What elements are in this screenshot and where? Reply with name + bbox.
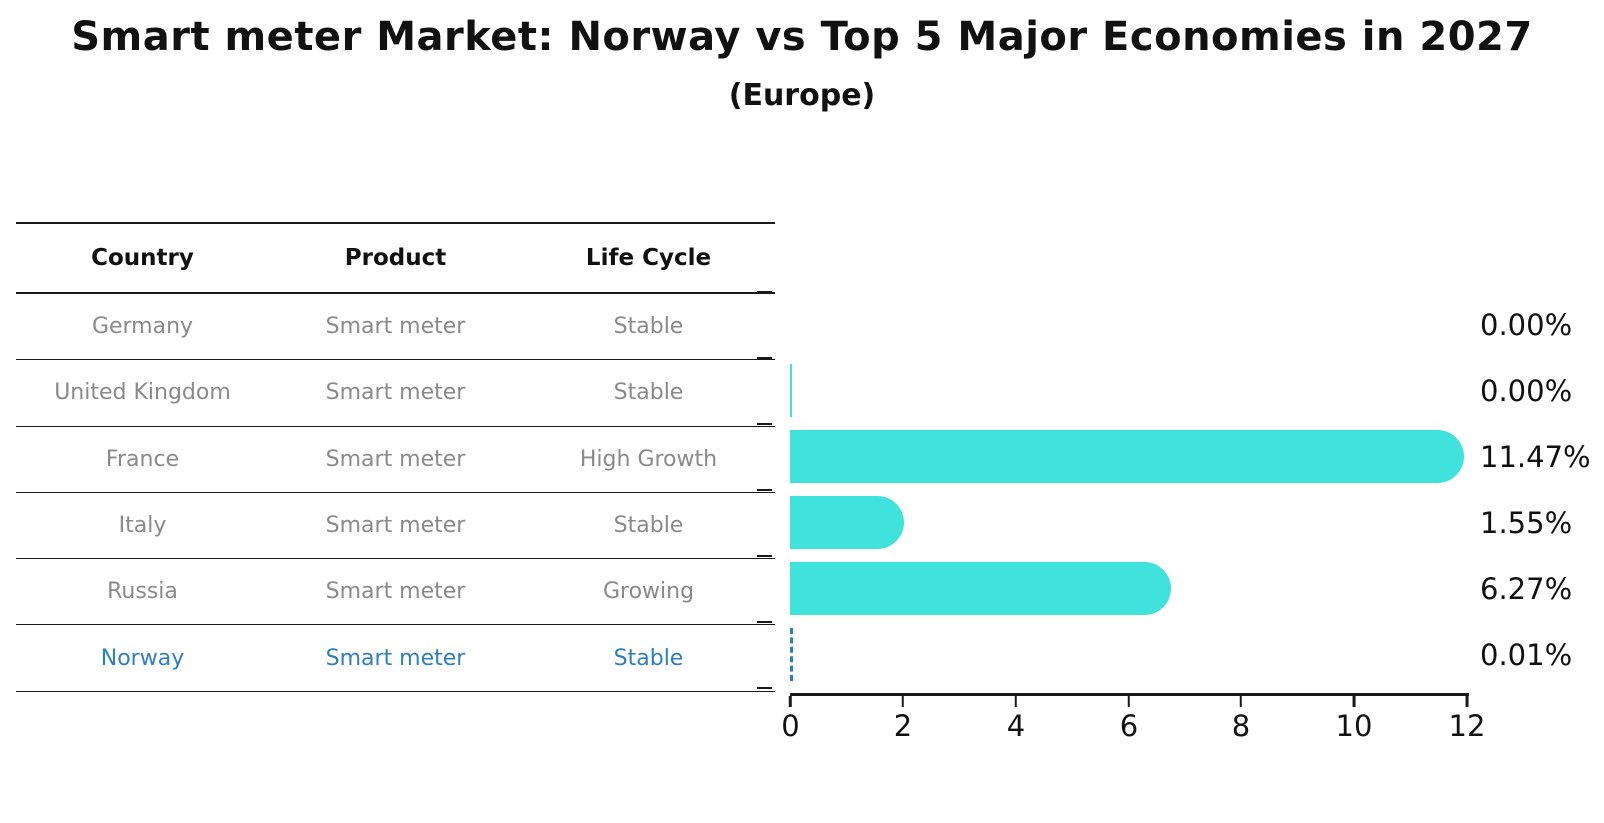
y-axis-tick — [757, 357, 772, 359]
cell-country: France — [105, 446, 180, 472]
tick-label: 6 — [1119, 709, 1139, 743]
table-row-united-kingdom: United Kingdom Smart meter Stable — [16, 360, 775, 427]
cell-country: Russia — [107, 579, 178, 605]
x-axis: 0 2 4 6 8 10 12 — [781, 696, 1485, 743]
bar-russia — [790, 562, 1171, 615]
col-header-lifecycle: Life Cycle — [585, 245, 712, 271]
x-axis-tick: 6 — [1120, 696, 1138, 743]
x-axis-tick: 12 — [1448, 696, 1486, 743]
bar-row — [790, 358, 1467, 424]
bar-row — [790, 556, 1467, 622]
cell-lifecycle: Growing — [602, 579, 695, 605]
x-axis-tick: 10 — [1335, 696, 1373, 743]
tick-label: 0 — [781, 709, 800, 743]
bar-plot-area — [790, 292, 1467, 688]
cell-product: Smart meter — [325, 446, 466, 472]
col-header-product: Product — [344, 245, 447, 271]
chart-subtitle: (Europe) — [728, 78, 876, 113]
tick-label: 2 — [893, 709, 913, 743]
table-row-russia: Russia Smart meter Growing — [16, 559, 775, 626]
bar-row — [790, 622, 1467, 688]
x-axis-tick: 4 — [1007, 696, 1025, 743]
y-axis-tick — [757, 423, 772, 425]
tick-label: 4 — [1006, 709, 1026, 743]
tick-mark — [1127, 696, 1131, 707]
x-axis-tick: 2 — [894, 696, 912, 743]
cell-product: Smart meter — [325, 314, 466, 340]
tick-mark — [1465, 696, 1469, 707]
value-label-france: 11.47% — [1480, 440, 1591, 474]
y-axis-tick — [757, 555, 772, 557]
y-axis-tick — [757, 621, 772, 623]
value-label-russia: 6.27% — [1480, 572, 1573, 606]
cell-lifecycle: High Growth — [579, 446, 718, 472]
value-label-italy: 1.55% — [1480, 506, 1573, 540]
table-row-france: France Smart meter High Growth — [16, 427, 775, 493]
bar-united-kingdom — [790, 364, 792, 417]
cell-lifecycle: Stable — [613, 645, 684, 671]
bar-row — [790, 424, 1467, 490]
tick-label: 10 — [1335, 709, 1373, 743]
bar-norway — [790, 628, 793, 681]
tick-mark — [901, 696, 905, 707]
table-header-row: Country Product Life Cycle — [16, 222, 775, 294]
chart-title: Smart meter Market: Norway vs Top 5 Majo… — [71, 14, 1533, 60]
cell-lifecycle: Stable — [613, 314, 684, 340]
bar-row — [790, 490, 1467, 556]
bar-france — [790, 430, 1465, 483]
tick-mark — [1014, 696, 1018, 707]
table-row-italy: Italy Smart meter Stable — [16, 493, 775, 560]
cell-country: Norway — [100, 645, 185, 671]
y-axis-ticks — [757, 291, 772, 690]
cell-product: Smart meter — [325, 513, 466, 539]
value-labels: 0.00% 0.00% 11.47% 1.55% 6.27% 0.01% — [1480, 292, 1600, 688]
cell-lifecycle: Stable — [613, 513, 684, 539]
tick-label: 8 — [1231, 709, 1251, 743]
x-axis-tick: 0 — [781, 696, 800, 743]
cell-country: Italy — [118, 513, 167, 539]
value-label-united-kingdom: 0.00% — [1480, 374, 1573, 408]
bar-italy — [790, 496, 905, 549]
y-axis-tick — [757, 687, 772, 689]
bar-row — [790, 292, 1467, 358]
country-table: Country Product Life Cycle Germany Smart… — [16, 222, 775, 692]
tick-mark — [789, 696, 792, 707]
cell-product: Smart meter — [325, 645, 466, 671]
cell-country: Germany — [91, 314, 194, 340]
value-label-germany: 0.00% — [1480, 308, 1573, 342]
tick-label: 12 — [1448, 709, 1486, 743]
cell-lifecycle: Stable — [613, 380, 684, 406]
y-axis-tick — [757, 489, 772, 491]
y-axis-tick — [757, 291, 772, 293]
value-label-norway: 0.01% — [1480, 638, 1573, 672]
cell-product: Smart meter — [325, 579, 466, 605]
x-axis-tick: 8 — [1232, 696, 1250, 743]
tick-mark — [1352, 696, 1356, 707]
col-header-country: Country — [91, 245, 194, 271]
x-axis-line — [790, 693, 1469, 696]
table-row-norway: Norway Smart meter Stable — [16, 625, 775, 692]
table-row-germany: Germany Smart meter Stable — [16, 294, 775, 361]
tick-mark — [1239, 696, 1243, 707]
cell-product: Smart meter — [325, 380, 466, 406]
cell-country: United Kingdom — [54, 380, 231, 406]
